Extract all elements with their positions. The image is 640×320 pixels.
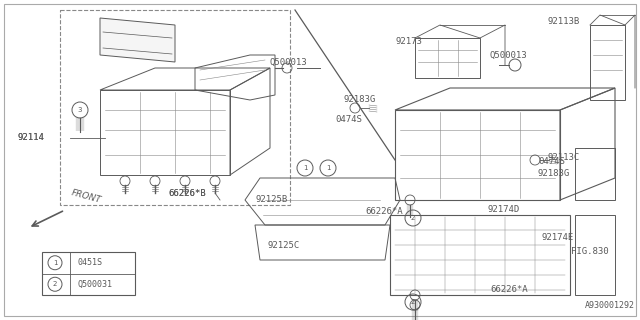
Text: 1: 1 [326, 165, 330, 171]
Text: FIG.830: FIG.830 [571, 247, 609, 257]
Text: 66226*B: 66226*B [168, 188, 205, 197]
Text: 66226*A: 66226*A [490, 285, 527, 294]
Text: 92125B: 92125B [255, 196, 287, 204]
Bar [42, 252, 135, 295]
Polygon shape [100, 18, 175, 62]
Text: Q500031: Q500031 [77, 280, 112, 289]
Text: 92183G: 92183G [343, 95, 375, 105]
Text: FRONT: FRONT [70, 188, 102, 205]
Text: 0474S: 0474S [335, 116, 362, 124]
Text: 66226*A: 66226*A [365, 207, 403, 217]
Text: Q500013: Q500013 [270, 58, 308, 67]
Text: 66226*B: 66226*B [168, 188, 205, 197]
Text: 2: 2 [411, 299, 415, 305]
Text: 92114: 92114 [18, 133, 45, 142]
Text: 92174E: 92174E [541, 234, 573, 243]
Text: 1: 1 [52, 260, 57, 266]
Text: 92183G: 92183G [538, 169, 570, 178]
Text: 92113B: 92113B [548, 18, 580, 27]
Text: 3: 3 [77, 107, 83, 113]
Bar [575, 215, 615, 295]
Text: 92113C: 92113C [548, 154, 580, 163]
Text: 2: 2 [411, 215, 415, 221]
Text: 92174D: 92174D [488, 205, 520, 214]
Text: Q500013: Q500013 [490, 51, 527, 60]
Text: 92114: 92114 [18, 133, 45, 142]
Text: 1: 1 [303, 165, 307, 171]
Text: 92125C: 92125C [268, 241, 300, 250]
Text: A930001292: A930001292 [585, 301, 635, 310]
Text: 0451S: 0451S [77, 258, 102, 267]
Text: 2: 2 [53, 281, 57, 287]
Text: 0474S: 0474S [538, 157, 565, 166]
Text: 92173: 92173 [395, 37, 422, 46]
